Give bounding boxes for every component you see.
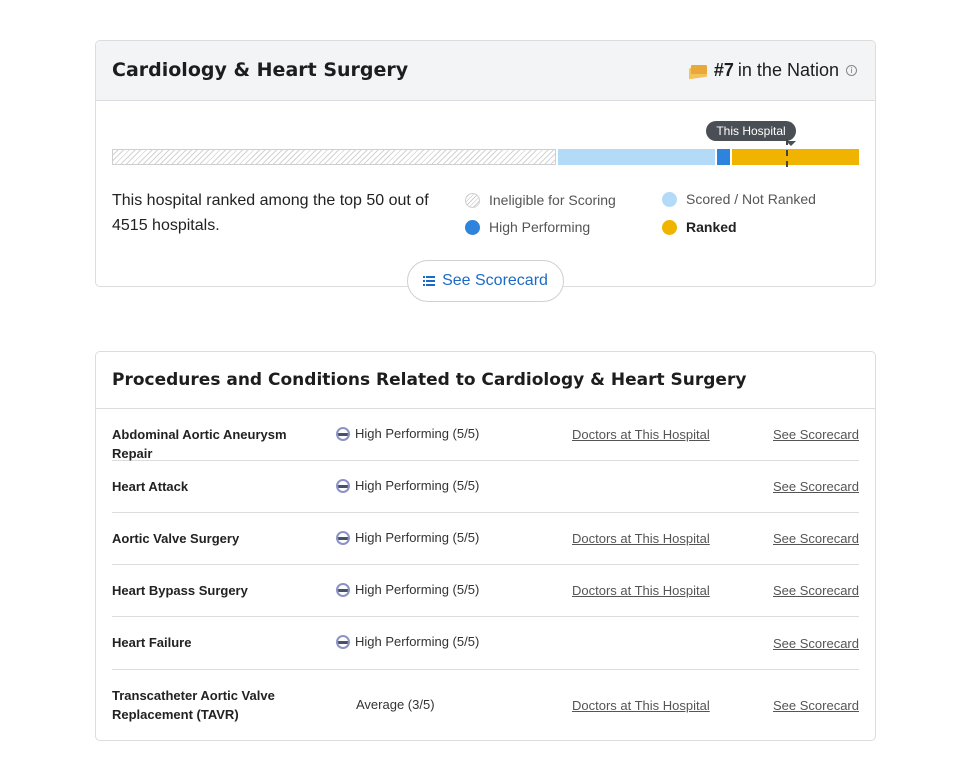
procedure-name: Aortic Valve Surgery [112,531,240,546]
procedure-row: Heart Bypass Surgery High Performing (5/… [112,565,859,617]
high-performing-icon [336,582,350,597]
doctors-link[interactable]: Doctors at This Hospital [572,698,710,713]
legend-ranked-label: Ranked [686,219,737,235]
doctors-link[interactable]: Doctors at This Hospital [572,583,710,598]
see-scorecard-link[interactable]: See Scorecard [773,531,859,546]
procedures-card: Procedures and Conditions Related to Car… [95,351,876,741]
procedure-name: Heart Bypass Surgery [112,583,248,598]
rank-badge-icon [688,64,707,79]
see-scorecard-link[interactable]: See Scorecard [773,636,859,651]
specialty-header: Cardiology & Heart Surgery #7 in the Nat… [96,41,875,101]
legend-ineligible: Ineligible for Scoring [465,192,616,208]
this-hospital-tooltip: This Hospital [706,121,796,146]
performance-rating: High Performing (5/5) [336,530,479,545]
high-performing-icon [336,634,350,649]
hatched-dot-icon [465,192,480,208]
procedure-row: Abdominal Aortic Aneurysm Repair High Pe… [112,409,859,461]
hospital-position-marker [786,139,788,167]
see-scorecard-link[interactable]: See Scorecard [773,698,859,713]
specialty-ranking-card: Cardiology & Heart Surgery #7 in the Nat… [95,40,876,302]
see-scorecard-button[interactable]: See Scorecard [407,260,564,302]
procedures-title: Procedures and Conditions Related to Car… [112,370,747,390]
high-performing-icon [336,478,350,493]
list-icon [423,276,436,286]
ranking-description: This hospital ranked among the top 50 ou… [112,192,429,234]
ranked-bar-segment [732,149,859,165]
doctors-link[interactable]: Doctors at This Hospital [572,531,710,546]
procedure-row: Aortic Valve Surgery High Performing (5/… [112,513,859,565]
procedure-name: Abdominal Aortic Aneurysm Repair [112,427,287,461]
gold-dot-icon [662,219,677,235]
high-performing-icon [336,426,350,441]
info-icon[interactable]: i [846,65,857,76]
legend-high-performing: High Performing [465,219,590,235]
see-scorecard-link[interactable]: See Scorecard [773,583,859,598]
procedure-name: Heart Attack [112,479,189,494]
rating-label: High Performing (5/5) [355,530,480,545]
high-performing-bar-segment [717,149,730,165]
rating-label: High Performing (5/5) [355,426,480,441]
see-scorecard-link[interactable]: See Scorecard [773,479,859,494]
national-rank: #7 in the Nation i [688,60,857,81]
performance-rating: High Performing (5/5) [336,634,479,649]
performance-rating: High Performing (5/5) [336,582,479,597]
legend-ranked: Ranked [662,219,737,235]
blue-dot-icon [465,219,480,235]
procedure-row: Heart Failure High Performing (5/5) See … [112,617,859,670]
see-scorecard-link[interactable]: See Scorecard [773,427,859,442]
procedure-name: Heart Failure [112,635,192,650]
specialty-title: Cardiology & Heart Surgery [112,59,409,81]
legend-scored: Scored / Not Ranked [662,191,816,207]
rating-label: High Performing (5/5) [355,582,480,597]
performance-rating: Average (3/5) [336,697,435,712]
see-scorecard-label: See Scorecard [442,272,548,289]
rank-text: in the Nation [737,60,839,80]
performance-rating: High Performing (5/5) [336,426,479,441]
ineligible-bar-segment [112,149,556,165]
rating-label: High Performing (5/5) [355,478,480,493]
procedure-row: Transcatheter Aortic Valve Replacement (… [112,670,859,740]
light-blue-dot-icon [662,191,677,207]
scored-bar-segment [558,149,715,165]
rating-label: Average (3/5) [356,697,435,712]
doctors-link[interactable]: Doctors at This Hospital [572,427,710,442]
legend-scored-label: Scored / Not Ranked [686,191,816,207]
performance-rating: High Performing (5/5) [336,478,479,493]
procedures-header: Procedures and Conditions Related to Car… [96,352,875,409]
procedure-row: Heart Attack High Performing (5/5) See S… [112,461,859,513]
high-performing-icon [336,530,350,545]
rank-number: #7 [713,60,734,80]
legend-ineligible-label: Ineligible for Scoring [489,192,616,208]
legend-high-label: High Performing [489,219,591,235]
procedure-name: Transcatheter Aortic Valve Replacement (… [112,688,275,722]
rating-label: High Performing (5/5) [355,634,480,649]
